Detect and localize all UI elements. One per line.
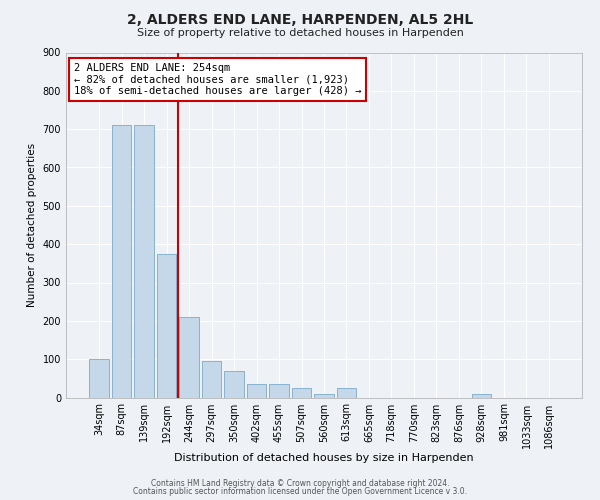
Bar: [247, 384, 266, 398]
Text: 2, ALDERS END LANE, HARPENDEN, AL5 2HL: 2, ALDERS END LANE, HARPENDEN, AL5 2HL: [127, 12, 473, 26]
X-axis label: Distribution of detached houses by size in Harpenden: Distribution of detached houses by size …: [174, 453, 474, 463]
Bar: [472, 394, 491, 398]
Text: Contains public sector information licensed under the Open Government Licence v : Contains public sector information licen…: [133, 487, 467, 496]
Bar: [89, 359, 109, 398]
Y-axis label: Number of detached properties: Number of detached properties: [27, 143, 37, 307]
Text: 2 ALDERS END LANE: 254sqm
← 82% of detached houses are smaller (1,923)
18% of se: 2 ALDERS END LANE: 254sqm ← 82% of detac…: [74, 63, 361, 96]
Bar: [112, 126, 131, 398]
Bar: [269, 384, 289, 398]
Bar: [224, 370, 244, 398]
Bar: [179, 317, 199, 398]
Bar: [337, 388, 356, 398]
Bar: [202, 361, 221, 398]
Bar: [157, 254, 176, 398]
Bar: [314, 394, 334, 398]
Text: Size of property relative to detached houses in Harpenden: Size of property relative to detached ho…: [137, 28, 463, 38]
Bar: [292, 388, 311, 398]
Bar: [134, 126, 154, 398]
Text: Contains HM Land Registry data © Crown copyright and database right 2024.: Contains HM Land Registry data © Crown c…: [151, 478, 449, 488]
